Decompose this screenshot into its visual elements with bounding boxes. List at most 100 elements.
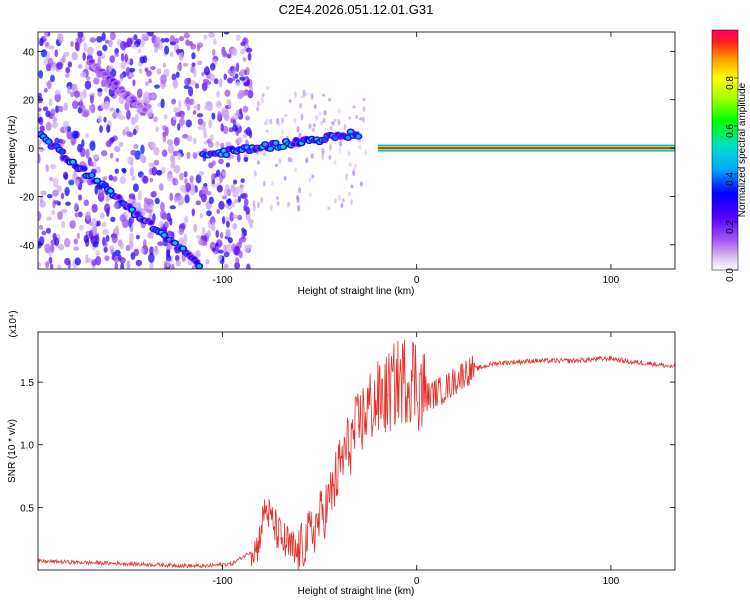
colorbar-tick-label: 0.0 [725, 268, 736, 282]
noise-speckle [177, 123, 181, 131]
noise-speckle [200, 193, 207, 203]
noise-speckle [51, 209, 56, 216]
noise-speckle [293, 91, 297, 98]
noise-speckle [49, 263, 54, 269]
noise-speckle [112, 175, 118, 182]
noise-speckle [180, 222, 186, 230]
noise-speckle [97, 115, 103, 124]
noise-speckle [248, 220, 254, 229]
y-tick-label: 1.0 [20, 441, 34, 452]
noise-speckle [143, 91, 150, 102]
noise-speckle [211, 221, 216, 231]
noise-speckle [308, 177, 312, 183]
noise-speckle [183, 233, 188, 243]
noise-speckle [39, 38, 44, 47]
noise-speckle [52, 177, 59, 188]
noise-speckle [230, 185, 236, 193]
noise-speckle [46, 216, 52, 221]
noise-speckle [96, 36, 103, 43]
noise-speckle [77, 143, 83, 153]
colorbar-ticks: 0.0 0.2 0.4 0.6 0.8 [725, 76, 738, 282]
noise-speckle [198, 238, 204, 246]
noise-speckle [224, 187, 228, 198]
noise-speckle [62, 171, 69, 180]
noise-speckle [221, 107, 226, 117]
noise-speckle [61, 220, 66, 229]
snr-data-point [425, 396, 428, 398]
noise-speckle [253, 170, 257, 177]
noise-speckle [114, 224, 120, 235]
noise-speckle [287, 201, 291, 206]
noise-speckle [172, 178, 179, 186]
snr-data-point [256, 546, 259, 549]
noise-speckle [63, 102, 69, 112]
noise-speckle [143, 197, 149, 204]
noise-speckle [305, 157, 309, 163]
noise-speckle [274, 163, 278, 168]
noise-speckle [83, 234, 89, 244]
noise-speckle [127, 156, 134, 165]
rising-trace-point [273, 140, 278, 145]
x-tick-label: 100 [603, 576, 620, 587]
noise-speckle [153, 247, 159, 256]
noise-speckle [207, 141, 214, 148]
snr-data-point [629, 361, 631, 363]
noise-speckle [180, 113, 185, 120]
noise-speckle [225, 243, 233, 254]
noise-speckle [74, 41, 80, 51]
noise-speckle [193, 105, 200, 110]
noise-speckle [261, 93, 265, 97]
noise-speckle [108, 174, 114, 181]
noise-speckle [184, 182, 192, 193]
noise-speckle [289, 158, 293, 163]
noise-speckle [114, 52, 119, 57]
noise-speckle [320, 121, 324, 126]
noise-speckle [153, 116, 158, 123]
noise-speckle [308, 192, 312, 198]
noise-speckle [109, 107, 115, 112]
noise-speckle [63, 51, 70, 57]
noise-speckle [281, 117, 285, 124]
noise-speckle [101, 221, 107, 228]
noise-speckle [231, 201, 235, 208]
noise-speckle [91, 217, 97, 227]
noise-speckle [216, 208, 221, 214]
noise-speckle [147, 231, 154, 239]
noise-speckle [222, 125, 229, 135]
noise-speckle [209, 62, 216, 71]
noise-speckle [328, 143, 332, 151]
noise-speckle [242, 134, 248, 139]
noise-speckle [147, 32, 154, 37]
colorbar-label: Normalized spectral amplitude [737, 82, 748, 217]
snr-data-point [377, 400, 379, 402]
noise-speckle [79, 71, 87, 78]
snr-data-point [202, 565, 204, 567]
noise-speckle [38, 147, 45, 153]
noise-speckle [61, 139, 66, 145]
noise-speckle [177, 200, 182, 206]
noise-speckle [179, 118, 185, 127]
noise-speckle [147, 141, 152, 148]
noise-speckle [40, 49, 47, 58]
noise-speckle [327, 205, 331, 211]
noise-speckle [196, 44, 201, 52]
noise-speckle [193, 138, 197, 145]
noise-speckle [71, 84, 76, 91]
noise-speckle [170, 158, 176, 168]
noise-speckle [275, 196, 279, 200]
noise-speckle [234, 245, 241, 256]
noise-speckle [226, 99, 231, 105]
noise-speckle [105, 140, 112, 148]
noise-speckle [201, 82, 208, 92]
snr-data-point [342, 456, 344, 458]
noise-speckle [164, 37, 170, 43]
noise-speckle [235, 34, 241, 41]
noise-speckle [166, 173, 173, 182]
noise-speckle [185, 119, 193, 128]
noise-speckle [244, 244, 250, 253]
noise-speckle [108, 39, 113, 48]
noise-speckle [74, 212, 79, 218]
snr-data-point [295, 554, 297, 556]
noise-speckle [38, 116, 44, 126]
noise-speckle [90, 162, 94, 167]
